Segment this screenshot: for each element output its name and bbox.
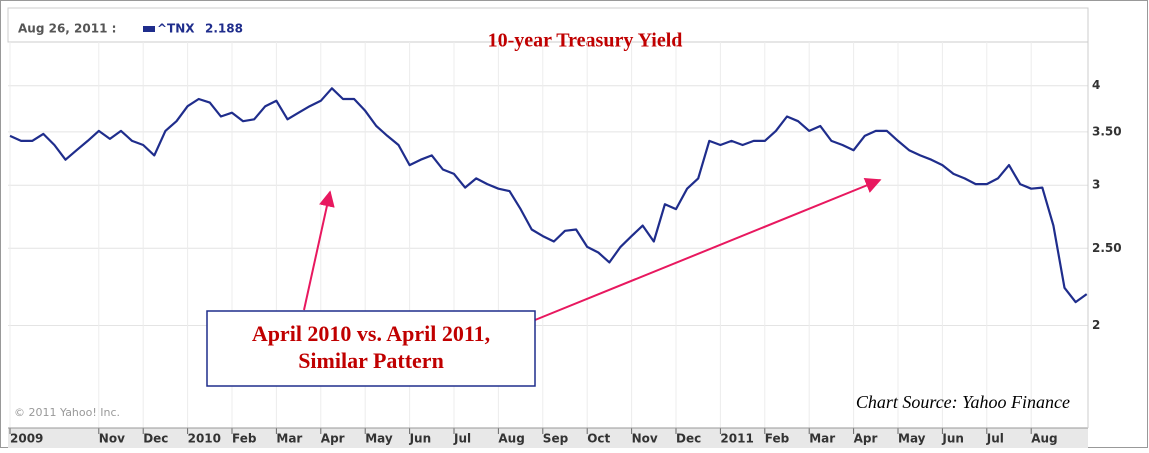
annotation-box xyxy=(206,310,536,387)
annotation: April 2010 vs. April 2011, xyxy=(252,321,490,346)
data-line xyxy=(9,87,1088,304)
x-tick-label: 2010 xyxy=(188,432,221,446)
legend-swatch xyxy=(143,26,155,32)
x-tick-label: Apr xyxy=(854,432,878,446)
header-bar xyxy=(7,7,1089,43)
x-tick-label: Aug xyxy=(1031,432,1057,446)
x-tick-label: Jul xyxy=(453,432,471,446)
x-tick-label: Feb xyxy=(765,432,790,446)
x-tick-label: 2009 xyxy=(10,432,43,446)
x-tick-label: Dec xyxy=(676,432,701,446)
legend-label: ^TNX xyxy=(157,22,195,36)
x-tick-label: May xyxy=(365,432,393,446)
x-tick-label: 2011 xyxy=(720,432,753,446)
x-tick-label: Jun xyxy=(941,432,964,446)
x-tick-label: Feb xyxy=(232,432,257,446)
x-tick-label: Sep xyxy=(543,432,569,446)
annotation: Similar Pattern xyxy=(298,348,444,373)
x-tick-label: Apr xyxy=(321,432,345,446)
y-tick-label: 4 xyxy=(1092,78,1100,92)
arrow xyxy=(303,190,335,311)
x-axis-band xyxy=(8,428,1088,448)
x-tick-label: Jun xyxy=(409,432,432,446)
copyright: © 2011 Yahoo! Inc. xyxy=(14,406,120,419)
header-date: Aug 26, 2011 : xyxy=(18,22,116,36)
x-tick-label: Jul xyxy=(986,432,1004,446)
y-tick-label: 3.50 xyxy=(1092,124,1122,138)
y-tick-label: 3 xyxy=(1092,178,1100,192)
y-tick-label: 2 xyxy=(1092,318,1100,332)
x-tick-label: Nov xyxy=(99,432,125,446)
arrow xyxy=(534,178,882,321)
x-tick-label: Aug xyxy=(498,432,524,446)
source-note: Chart Source: Yahoo Finance xyxy=(856,392,1070,412)
x-tick-label: Oct xyxy=(587,432,610,446)
x-tick-label: Dec xyxy=(143,432,168,446)
x-tick-label: Mar xyxy=(809,432,835,446)
x-tick-label: May xyxy=(898,432,926,446)
y-tick-label: 2.50 xyxy=(1092,241,1122,255)
x-tick-label: Mar xyxy=(276,432,302,446)
x-tick-label: Nov xyxy=(632,432,658,446)
legend-value: 2.188 xyxy=(205,22,243,36)
chart-title: 10-year Treasury Yield xyxy=(488,30,683,52)
